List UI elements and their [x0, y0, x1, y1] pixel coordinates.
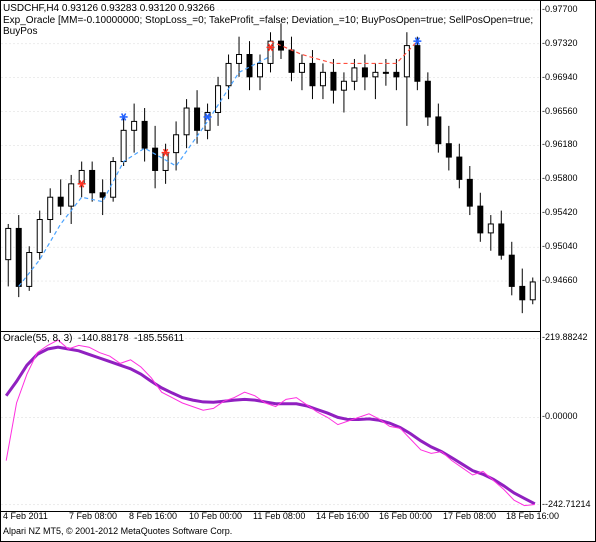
ytick-label: -0.96180	[542, 139, 578, 149]
main-y-axis: -0.97700 -0.97320 -0.96940 -0.96560 -0.96180…	[540, 1, 595, 331]
xtick-label: 16 Feb 00:00	[379, 511, 432, 521]
expert-advisor-line: Exp_Oracle [MM=-0.10000000; StopLoss_=0;…	[3, 15, 540, 37]
xtick-label: 11 Feb 08:00	[253, 511, 305, 521]
indicator-svg	[1, 331, 540, 511]
ytick-label: -0.97320	[542, 38, 578, 48]
ytick-label: -0.96940	[542, 72, 578, 82]
ytick-label: -0.95040	[542, 241, 578, 251]
ytick-label: -0.95420	[542, 207, 578, 217]
xtick-label: 4 Feb 2011	[3, 511, 48, 521]
xtick-label: 14 Feb 16:00	[316, 511, 369, 521]
ytick-label: -219.88242	[542, 332, 588, 342]
xtick-label: 7 Feb 08:00	[69, 511, 117, 521]
ytick-label: -0.00000	[542, 411, 578, 421]
x-axis: 4 Feb 2011 7 Feb 08:00 8 Feb 16:00 10 Feb 0…	[1, 511, 596, 525]
chart-container: USDCHF,H4 0.93126 0.93283 0.93120 0.9326…	[0, 0, 596, 542]
copyright-footer: Alpari NZ MT5, © 2001-2012 MetaQuotes So…	[3, 526, 232, 536]
ytick-label: --242.71214	[542, 499, 591, 509]
indicator-title: Oracle(55, 8, 3) -140.88178 -185.55611	[3, 333, 184, 344]
indicator-y-axis: -219.88242 -0.00000 --242.71214	[540, 331, 595, 511]
main-price-panel[interactable]: USDCHF,H4 0.93126 0.93283 0.93120 0.9326…	[1, 1, 541, 332]
symbol-title: USDCHF,H4 0.93126 0.93283 0.93120 0.9326…	[3, 3, 215, 14]
ytick-label: -0.95800	[542, 173, 578, 183]
xtick-label: 8 Feb 16:00	[129, 511, 177, 521]
xtick-label: 18 Feb 16:00	[506, 511, 559, 521]
ytick-label: -0.97700	[542, 4, 578, 14]
ytick-label: -0.94660	[542, 275, 578, 285]
indicator-panel[interactable]: Oracle(55, 8, 3) -140.88178 -185.55611	[1, 331, 541, 512]
xtick-label: 17 Feb 08:00	[443, 511, 496, 521]
xtick-label: 10 Feb 00:00	[189, 511, 242, 521]
main-chart-svg	[1, 1, 540, 331]
ytick-label: -0.96560	[542, 106, 578, 116]
